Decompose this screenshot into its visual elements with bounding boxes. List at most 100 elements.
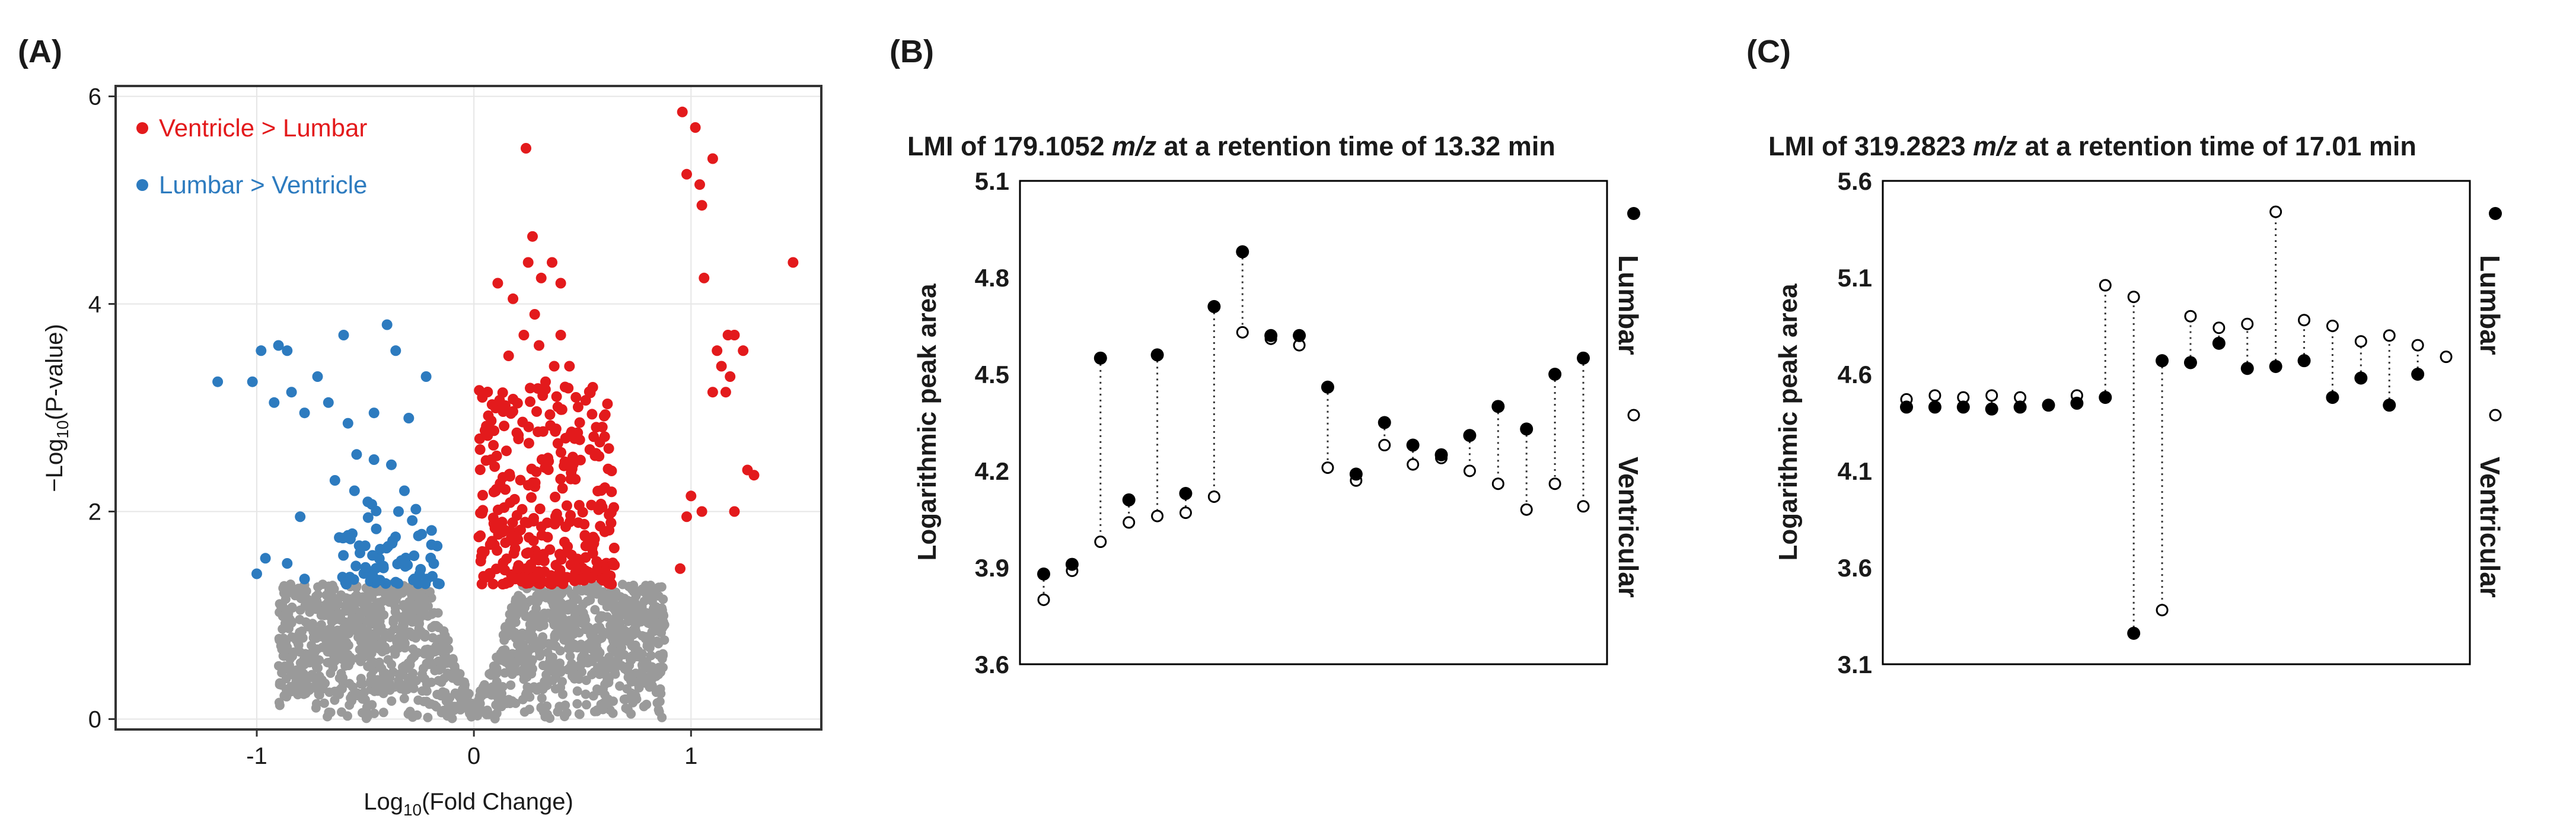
point-ventricle-gt-lumbar <box>483 410 494 421</box>
point-ventricle-gt-lumbar <box>522 547 534 558</box>
point-not-significant <box>507 669 517 679</box>
point-lumbar-gt-ventricle <box>212 376 224 387</box>
point-ventricle-gt-lumbar <box>518 330 530 340</box>
point-not-significant <box>361 694 370 705</box>
point-not-significant <box>398 601 409 611</box>
point-not-significant <box>353 654 364 664</box>
point-not-significant <box>423 712 433 722</box>
point-not-significant <box>294 584 304 594</box>
point-not-significant <box>334 685 345 695</box>
point-not-significant <box>594 614 604 624</box>
panel-c-legend-label-lumbar: Lumbar <box>2475 255 2505 355</box>
panel-b-point-lumbar <box>1037 567 1050 581</box>
point-ventricle-gt-lumbar <box>511 510 522 521</box>
point-ventricle-gt-lumbar <box>574 417 585 428</box>
point-ventricle-gt-lumbar <box>508 406 518 417</box>
panel-b-y-axis-title: Logarithmic peak area <box>913 283 942 561</box>
point-not-significant <box>455 669 465 679</box>
point-ventricle-gt-lumbar <box>564 361 575 372</box>
point-ventricle-gt-lumbar <box>492 278 503 289</box>
point-not-significant <box>314 690 324 700</box>
panel-b-point-lumbar <box>1207 299 1221 313</box>
point-not-significant <box>553 707 563 717</box>
point-not-significant <box>286 618 297 628</box>
point-not-significant <box>288 686 298 696</box>
point-not-significant <box>511 659 521 669</box>
point-not-significant <box>436 708 447 718</box>
panel-c-label: (C) <box>1746 34 1791 69</box>
panel-b-point-lumbar <box>1349 467 1363 481</box>
point-ventricle-gt-lumbar <box>559 381 570 393</box>
point-not-significant <box>352 597 362 606</box>
point-ventricle-gt-lumbar <box>559 537 570 547</box>
point-ventricle-gt-lumbar <box>536 521 547 533</box>
point-not-significant <box>653 591 664 601</box>
point-ventricle-gt-lumbar <box>748 470 760 481</box>
panel-c-ticks: 3.1 3.6 4.1 4.6 5.1 5.6 <box>1838 167 1872 678</box>
point-not-significant <box>528 631 538 641</box>
point-ventricle-gt-lumbar <box>513 560 524 571</box>
point-not-significant <box>407 712 417 722</box>
point-not-significant <box>371 601 381 611</box>
point-not-significant <box>367 629 377 639</box>
panel-b-point-lumbar <box>1406 438 1420 452</box>
point-not-significant <box>413 695 423 705</box>
point-not-significant <box>603 694 613 704</box>
point-ventricle-gt-lumbar <box>522 257 534 268</box>
legend-label-ventricle-gt-lumbar: Ventricle > Lumbar <box>159 114 367 142</box>
panel-c-point-lumbar <box>1900 400 1913 414</box>
panel-c-point-lumbar <box>2156 354 2169 368</box>
point-not-significant <box>572 686 582 696</box>
point-not-significant <box>525 612 535 622</box>
point-ventricle-gt-lumbar <box>535 272 547 283</box>
point-not-significant <box>550 684 560 694</box>
point-ventricle-gt-lumbar <box>712 345 723 356</box>
panel-c-point-ventricular <box>2440 351 2453 364</box>
point-not-significant <box>537 693 547 703</box>
point-not-significant <box>563 600 573 610</box>
point-not-significant <box>290 591 300 601</box>
point-not-significant <box>279 651 289 661</box>
point-not-significant <box>624 635 635 645</box>
point-not-significant <box>506 680 516 690</box>
point-not-significant <box>519 674 529 684</box>
point-not-significant <box>433 608 443 618</box>
point-not-significant <box>366 671 376 681</box>
panel-b-legend-label-lumbar: Lumbar <box>1613 255 1644 355</box>
point-not-significant <box>631 591 641 601</box>
point-not-significant <box>581 689 591 699</box>
point-not-significant <box>374 659 384 670</box>
point-not-significant <box>415 619 425 629</box>
point-not-significant <box>388 615 398 625</box>
point-ventricle-gt-lumbar <box>565 509 576 521</box>
point-not-significant <box>608 708 618 718</box>
point-lumbar-gt-ventricle <box>247 376 258 387</box>
point-lumbar-gt-ventricle <box>410 504 422 515</box>
panel-c-y-tick-label: 4.6 <box>1838 361 1872 388</box>
point-lumbar-gt-ventricle <box>350 560 362 572</box>
panel-c-point-lumbar <box>2183 356 2197 369</box>
point-not-significant <box>321 601 331 611</box>
legend-marker-lumbar-gt-ventricle <box>136 179 148 191</box>
point-not-significant <box>653 605 664 615</box>
point-not-significant <box>412 676 422 686</box>
point-not-significant <box>621 703 631 713</box>
point-not-significant <box>345 657 355 667</box>
point-ventricle-gt-lumbar <box>550 492 561 502</box>
point-ventricle-gt-lumbar <box>573 500 585 511</box>
panel-c-point-lumbar <box>2013 400 2027 414</box>
point-not-significant <box>540 677 550 687</box>
point-not-significant <box>619 694 629 705</box>
point-lumbar-gt-ventricle <box>428 558 439 569</box>
point-ventricle-gt-lumbar <box>484 568 495 579</box>
point-not-significant <box>319 698 329 708</box>
volcano-plot-area <box>116 86 821 729</box>
panel-b-point-lumbar <box>1434 448 1448 461</box>
point-not-significant <box>586 654 596 664</box>
panel-b-point-lumbar <box>1236 245 1249 259</box>
point-not-significant <box>341 593 351 603</box>
panel-c-point-ventricular <box>1985 389 1998 402</box>
point-ventricle-gt-lumbar <box>503 469 515 480</box>
panel-b-point-ventricular <box>1577 500 1590 513</box>
